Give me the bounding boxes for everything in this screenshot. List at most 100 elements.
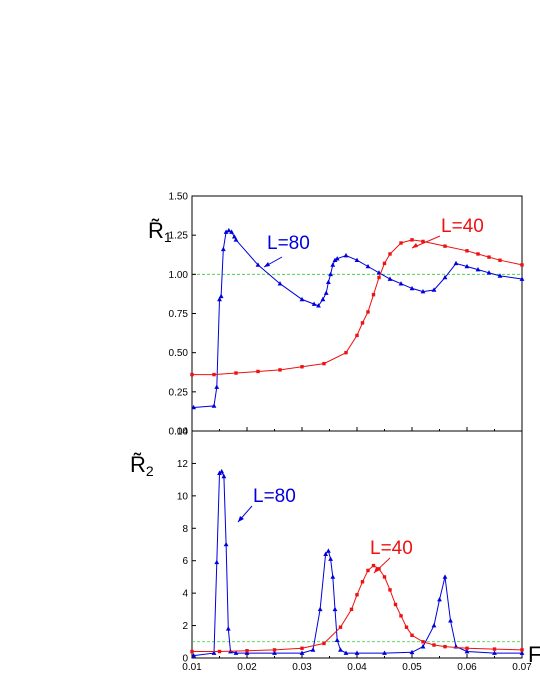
top-point-l80 xyxy=(354,257,360,263)
top-ytick-label: 1.25 xyxy=(169,231,189,242)
top-l80-arrowhead xyxy=(264,262,270,267)
bot-ytick-label: 14 xyxy=(177,427,189,438)
top-point-l80 xyxy=(316,303,321,308)
top-point-l80 xyxy=(464,263,470,269)
bot-point-l80 xyxy=(332,606,338,612)
top-series xyxy=(190,227,525,410)
bot-point-l40 xyxy=(355,593,359,597)
top-annotation-l40: L=40 xyxy=(441,216,484,237)
bot-ytick-label: 8 xyxy=(182,524,188,535)
top-point-l40 xyxy=(212,372,216,377)
bot-point-l80 xyxy=(244,650,250,655)
top-point-l80 xyxy=(220,246,226,252)
bot-point-l80 xyxy=(382,650,387,655)
top-point-l40 xyxy=(520,263,524,267)
bot-point-l80 xyxy=(225,626,231,631)
top-point-l80 xyxy=(486,270,492,275)
bot-point-l40 xyxy=(217,649,222,654)
top-x-ticks xyxy=(191,427,523,431)
bot-point-l40 xyxy=(465,646,469,650)
bot-point-l80 xyxy=(442,574,448,579)
top-point-l40 xyxy=(487,255,491,259)
top-point-l80 xyxy=(453,260,459,266)
bot-point-l40 xyxy=(388,588,392,592)
top-y-axis-label-main: R̃ xyxy=(148,218,164,243)
top-y-ticks: 0.00 0.25 0.50 0.75 1.00 1.25 1.50 xyxy=(169,192,196,438)
top-point-l80 xyxy=(398,281,404,286)
top-point-l40 xyxy=(278,368,282,372)
bot-series-line-l80 xyxy=(193,470,522,657)
top-point-l40 xyxy=(476,252,480,256)
top-point-l80 xyxy=(497,273,503,278)
top-annotation-l80: L=80 xyxy=(267,233,310,254)
bot-point-l80 xyxy=(338,647,343,652)
bot-point-l40 xyxy=(349,607,354,612)
bot-point-l40 xyxy=(404,625,409,629)
top-point-l80 xyxy=(191,404,197,410)
bot-series-line-l40 xyxy=(192,564,523,652)
top-point-l40 xyxy=(465,249,469,253)
bottom-y-axis-label-main: R̃ xyxy=(130,452,146,477)
bot-point-l80 xyxy=(219,468,225,474)
bottom-x-ticks: 0.01 0.02 0.03 0.04 0.05 0.06 0.07 xyxy=(182,654,532,673)
bot-point-l80 xyxy=(437,597,442,602)
bot-point-l80 xyxy=(211,650,217,655)
top-point-l80 xyxy=(475,267,481,272)
bottom-panel: 0 2 4 6 8 10 12 14 0.01 0.02 0.03 0.04 0.05 0.06 0.07… xyxy=(130,427,540,674)
top-point-l80 xyxy=(365,263,371,269)
bot-point-l40 xyxy=(432,643,436,647)
bot-point-l80 xyxy=(409,649,415,655)
top-point-l80 xyxy=(211,403,217,408)
bottom-y-axis-label-sub: 2 xyxy=(146,463,154,479)
bot-point-l40 xyxy=(371,563,376,568)
top-point-l80 xyxy=(332,257,338,263)
bot-point-l80 xyxy=(317,606,323,612)
bot-point-l80 xyxy=(328,556,333,561)
top-point-l80 xyxy=(311,301,317,306)
bot-point-l80 xyxy=(334,637,340,642)
bot-point-l80 xyxy=(272,650,277,655)
bot-point-l80 xyxy=(323,551,329,557)
bot-xtick-label: 0.04 xyxy=(347,662,367,673)
bot-point-l40 xyxy=(338,625,343,629)
top-point-l80 xyxy=(217,296,222,302)
top-point-l40 xyxy=(256,369,260,374)
bot-xtick-label: 0.01 xyxy=(182,662,202,673)
top-y-axis-label: R̃1 xyxy=(148,218,172,245)
top-point-l40 xyxy=(388,252,392,256)
top-series-line-l40 xyxy=(192,239,523,376)
top-point-l40 xyxy=(322,361,326,366)
bot-point-l40 xyxy=(366,568,370,573)
top-point-l80 xyxy=(431,287,437,292)
x-axis-label: F xyxy=(528,642,540,667)
bot-point-l40 xyxy=(322,641,326,646)
bottom-y-ticks: 0 2 4 6 8 10 12 14 xyxy=(177,427,196,665)
bot-point-l40 xyxy=(300,646,304,650)
top-point-l80 xyxy=(277,281,283,286)
top-ytick-label: 0.50 xyxy=(169,348,189,359)
top-point-l80 xyxy=(326,279,331,284)
top-l40-arrowhead xyxy=(412,243,418,248)
bot-xtick-label: 0.02 xyxy=(237,662,257,673)
bot-ytick-label: 6 xyxy=(182,556,188,567)
top-point-l80 xyxy=(255,262,261,267)
bot-ytick-label: 4 xyxy=(182,589,188,600)
top-point-l80 xyxy=(328,271,333,277)
top-point-l80 xyxy=(226,227,232,233)
bot-point-l80 xyxy=(217,470,222,475)
top-point-l80 xyxy=(442,274,448,280)
bot-point-l80 xyxy=(354,650,360,655)
top-point-l80 xyxy=(231,234,237,239)
bot-ytick-label: 10 xyxy=(177,491,189,502)
bot-ytick-label: 0 xyxy=(182,654,188,665)
top-point-l40 xyxy=(382,261,387,266)
bot-point-l40 xyxy=(399,614,403,618)
bot-point-l40 xyxy=(393,602,398,607)
bot-point-l40 xyxy=(382,575,387,579)
bot-point-l80 xyxy=(519,650,525,655)
top-point-l80 xyxy=(214,384,220,389)
bot-xtick-label: 0.07 xyxy=(512,662,532,673)
top-point-l40 xyxy=(300,365,304,369)
bottom-annotation-l40: L=40 xyxy=(370,538,413,559)
